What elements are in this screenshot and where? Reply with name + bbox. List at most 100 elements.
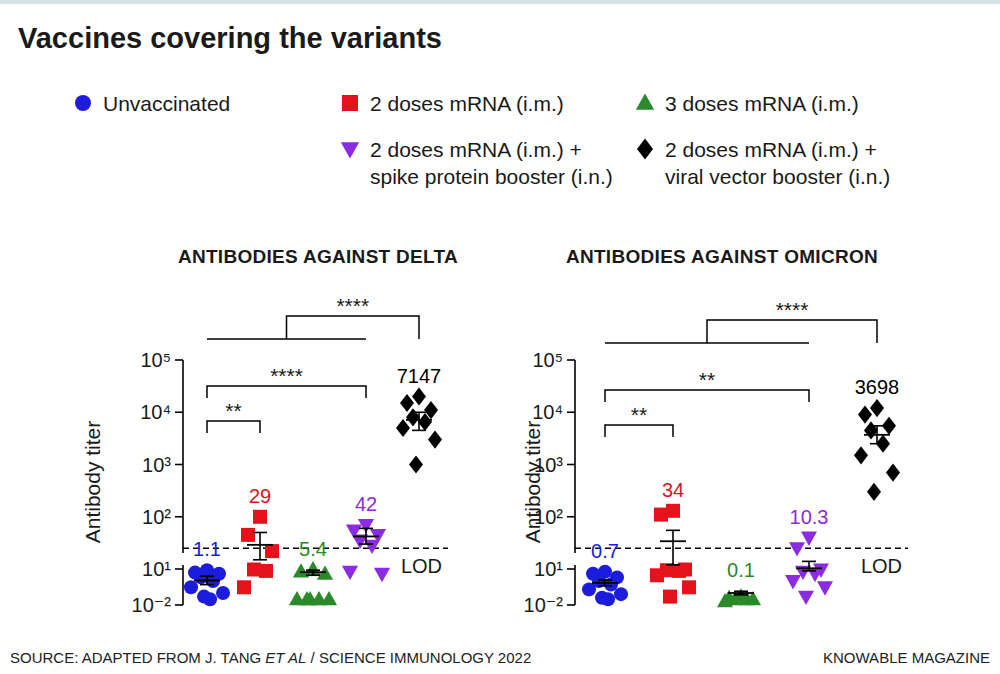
data-point: [858, 406, 872, 424]
legend-line: 2 doses mRNA (i.m.) +: [665, 138, 877, 161]
mean-line: [592, 582, 618, 584]
mean-line: [194, 580, 220, 582]
lod-label: LOD: [861, 555, 902, 577]
error-cap: [306, 569, 320, 571]
y-tick-label: 10²: [142, 506, 171, 528]
legend-line: Unvaccinated: [103, 92, 230, 115]
y-tick: [175, 411, 183, 413]
y-tick-label: 10³: [142, 454, 171, 476]
series-points: [582, 565, 628, 607]
data-point: [412, 387, 426, 405]
y-tick-label: 10⁵: [532, 349, 563, 371]
error-cap: [802, 561, 816, 563]
data-point: [237, 580, 251, 594]
legend-label: 2 doses mRNA (i.m.): [370, 92, 564, 115]
series-points: [717, 588, 761, 607]
significance-bracket: [605, 425, 673, 437]
data-point: [663, 590, 677, 604]
error-cap: [359, 528, 373, 530]
error-cap: [598, 579, 612, 581]
error-cap: [734, 594, 748, 596]
y-tick-label: 10¹: [142, 558, 171, 580]
significance-label: **: [631, 403, 647, 426]
data-point: [184, 580, 198, 594]
mean-line: [300, 571, 326, 573]
y-tick: [175, 516, 183, 518]
y-tick-label: 10⁵: [140, 349, 171, 371]
error-bar: [672, 530, 674, 565]
y-tick-label: 10⁻²: [132, 594, 172, 616]
y-tick-label: 10²: [534, 506, 563, 528]
mean-line: [406, 419, 432, 421]
mean-line: [247, 544, 273, 546]
y-tick: [175, 359, 183, 361]
y-tick: [567, 604, 575, 606]
data-point: [717, 593, 733, 607]
data-point: [406, 408, 420, 426]
y-tick-label: 10⁻²: [524, 594, 564, 616]
y-tick: [567, 359, 575, 361]
legend-label: 3 doses mRNA (i.m.): [665, 92, 859, 115]
data-point: [321, 591, 337, 605]
data-point: [854, 446, 868, 464]
data-label: 0.1: [727, 559, 755, 581]
legend-line: spike protein booster (i.n.): [370, 165, 613, 188]
significance-label: ****: [270, 364, 303, 387]
data-point: [886, 464, 900, 482]
lod-label: LOD: [401, 555, 442, 577]
legend-marker: [637, 139, 653, 160]
significance-label: **: [699, 368, 715, 391]
data-point: [882, 417, 896, 435]
legend-label: Unvaccinated: [103, 92, 230, 115]
axis-title: Antibody titer: [81, 421, 104, 544]
error-cap: [666, 564, 680, 566]
plot-area: [582, 399, 900, 607]
error-cap: [666, 530, 680, 532]
top-rule: [0, 0, 1000, 4]
data-point: [203, 592, 217, 606]
lod-line: [575, 547, 908, 549]
data-point: [253, 510, 267, 524]
data-point: [650, 568, 664, 582]
title: Vaccines covering the variants: [18, 22, 442, 54]
data-label: 7147: [397, 365, 442, 387]
significance-bracket: [287, 316, 420, 339]
y-tick: [567, 516, 575, 518]
plot-area: [184, 387, 442, 606]
error-cap: [802, 570, 816, 572]
data-point: [374, 568, 390, 582]
error-cap: [200, 584, 214, 586]
data-label: 34: [662, 479, 684, 501]
data-point: [259, 564, 273, 578]
legend-line: viral vector booster (i.n.): [665, 165, 890, 188]
series-points: [237, 510, 279, 595]
data-point: [409, 455, 423, 473]
legend-line: 3 doses mRNA (i.m.): [665, 92, 859, 115]
y-tick: [175, 464, 183, 466]
legend-line: 2 doses mRNA (i.m.): [370, 92, 564, 115]
data-label: 0.7: [591, 540, 619, 562]
source-part: ET AL: [265, 649, 306, 666]
legend-marker: [341, 142, 359, 158]
mean-line: [660, 540, 686, 542]
significance-label: ****: [776, 298, 809, 321]
mean-line: [353, 536, 379, 538]
y-axis-lower: [182, 565, 184, 605]
data-point: [672, 564, 686, 578]
data-point: [396, 419, 410, 437]
legend: Unvaccinated 2 doses mRNA (i.m.) 3 doses m…: [75, 92, 890, 188]
error-bar: [808, 561, 810, 570]
data-point: [614, 587, 628, 601]
data-point: [428, 431, 442, 449]
significance-bracket: [207, 421, 260, 433]
y-tick-label: 10⁴: [140, 401, 171, 423]
y-tick: [567, 411, 575, 413]
data-point: [582, 582, 596, 596]
significance-bracket: [605, 390, 809, 402]
error-cap: [253, 559, 267, 561]
error-cap: [253, 532, 267, 534]
y-tick-label: 10¹: [534, 558, 563, 580]
significance-bracket: [707, 320, 877, 343]
data-label: 29: [249, 485, 271, 507]
series-points: [650, 504, 696, 604]
